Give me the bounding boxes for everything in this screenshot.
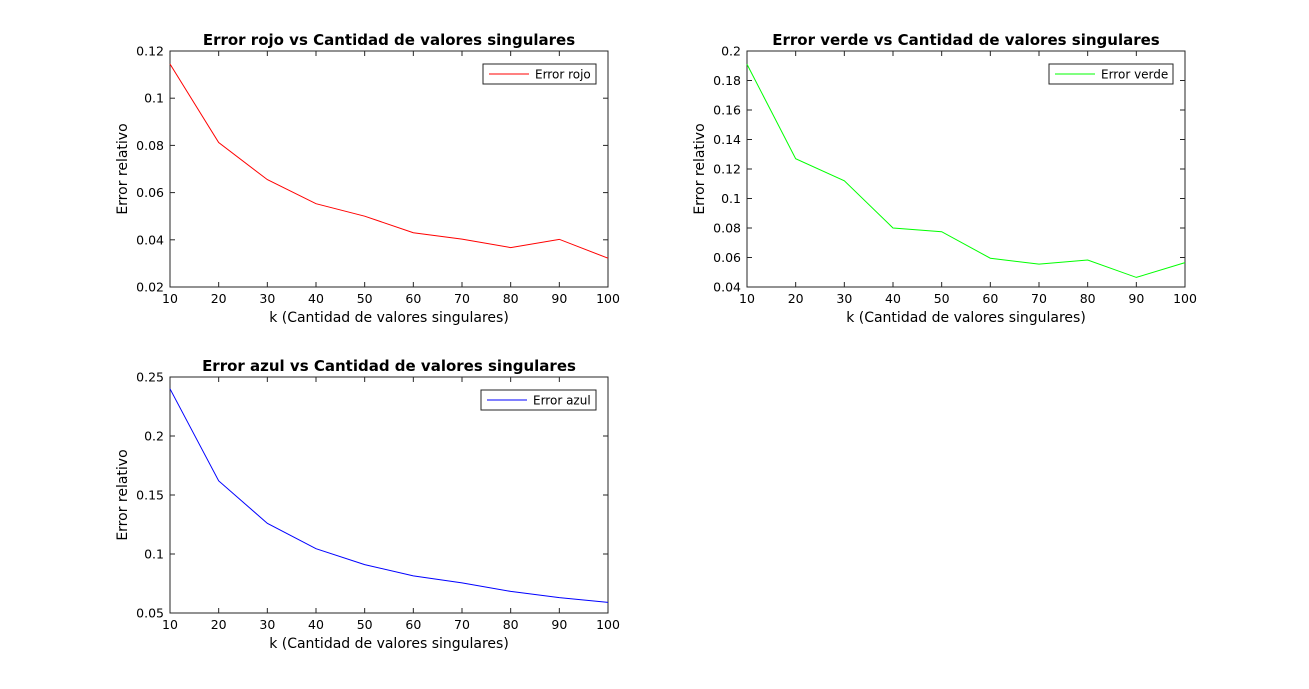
x-tick-label: 40 [308,291,324,306]
plot-error-rojo: 10 20 30 40 50 60 70 80 90 100 0.02 0.04 0.06 0.08 0.1… [115,31,620,326]
x-tick-label: 10 [162,291,178,306]
axes-box [169,50,609,288]
legend-box [480,389,597,411]
legend-label: Error verde [1101,68,1168,82]
y-tick-label: 0.02 [136,280,164,295]
y-axis-label: Error relativo [115,449,131,540]
y-tick-label: 0.2 [144,429,164,444]
x-tick-label: 60 [982,291,998,306]
series-line [169,63,609,259]
x-axis-label: k (Cantidad de valores singulares) [269,310,509,326]
x-tick-label: 50 [357,617,373,632]
axes-box [746,50,1186,288]
plot-error-azul: 10 20 30 40 50 60 70 80 90 100 0.05 0.1 0.15 0.2 0.25 E… [115,357,620,652]
y-tick-label: 0.14 [713,132,741,147]
x-tick-label: 30 [259,291,275,306]
x-tick-label: 50 [934,291,950,306]
x-tick-label: 90 [551,617,567,632]
y-tick-label: 0.12 [136,44,164,59]
y-tick-label: 0.25 [136,370,164,385]
y-tick-label: 0.05 [136,606,164,621]
x-tick-label: 80 [1080,291,1096,306]
x-tick-label: 60 [405,617,421,632]
y-tick-label: 0.1 [144,91,164,106]
x-tick-label: 70 [454,291,470,306]
x-tick-label: 20 [211,617,227,632]
x-tick-label: 20 [211,291,227,306]
x-tick-label: 50 [357,291,373,306]
y-tick-label: 0.04 [136,232,164,247]
y-tick-label: 0.15 [136,488,164,503]
y-tick-label: 0.16 [713,103,741,118]
chart-title: Error verde vs Cantidad de valores singu… [772,31,1160,49]
plot-error-verde: 10 20 30 40 50 60 70 80 90 100 0.04 0.06 0.08 0.1 0.12… [692,31,1197,326]
chart-title: Error azul vs Cantidad de valores singul… [202,357,576,375]
y-tick-label: 0.06 [713,250,741,265]
x-axis-label: k (Cantidad de valores singulares) [846,310,1086,326]
y-tick-label: 0.06 [136,185,164,200]
x-tick-label: 100 [1173,291,1197,306]
y-axis-label: Error relativo [115,123,131,214]
x-tick-label: 80 [503,291,519,306]
axes-box [169,376,609,614]
y-tick-label: 0.08 [136,138,164,153]
legend-box [1048,63,1174,85]
x-tick-label: 30 [836,291,852,306]
x-tick-label: 70 [454,617,470,632]
chart-title: Error rojo vs Cantidad de valores singul… [203,31,575,49]
x-tick-label: 40 [885,291,901,306]
x-tick-label: 30 [259,617,275,632]
y-tick-label: 0.04 [713,280,741,295]
y-tick-label: 0.08 [713,221,741,236]
x-tick-label: 100 [596,617,620,632]
y-tick-label: 0.18 [713,73,741,88]
x-tick-label: 40 [308,617,324,632]
x-tick-label: 70 [1031,291,1047,306]
x-tick-label: 20 [788,291,804,306]
y-axis-label: Error relativo [692,123,708,214]
legend-box [482,63,597,85]
series-line [746,64,1186,278]
x-axis-label: k (Cantidad de valores singulares) [269,636,509,652]
legend-label: Error rojo [535,68,591,82]
x-tick-label: 10 [162,617,178,632]
series-line [169,388,609,603]
y-tick-label: 0.2 [721,44,741,59]
x-tick-label: 10 [739,291,755,306]
x-tick-label: 90 [1128,291,1144,306]
x-tick-label: 60 [405,291,421,306]
y-tick-label: 0.12 [713,162,741,177]
x-tick-label: 100 [596,291,620,306]
legend-label: Error azul [533,394,591,408]
y-tick-label: 0.1 [144,547,164,562]
y-tick-label: 0.1 [721,191,741,206]
x-tick-label: 90 [551,291,567,306]
x-tick-label: 80 [503,617,519,632]
